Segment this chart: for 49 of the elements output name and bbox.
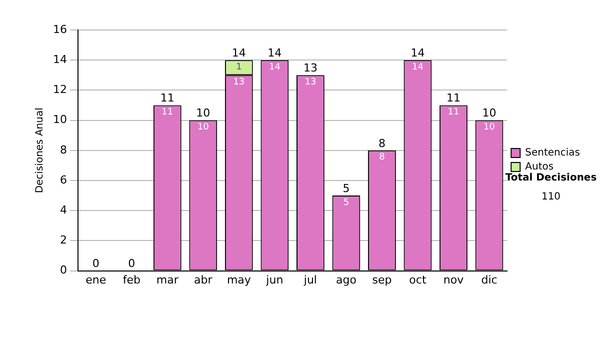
- total-label: 0: [128, 257, 136, 270]
- y-axis-title: Decisiones Anual: [34, 108, 46, 194]
- y-tick-label: 2: [60, 234, 67, 247]
- y-tick-label: 0: [60, 264, 67, 277]
- data-label: 14: [412, 62, 424, 72]
- data-label: 14: [268, 62, 281, 72]
- total-label: 8: [378, 136, 386, 150]
- total-label: 14: [410, 46, 425, 60]
- data-label: 5: [343, 198, 350, 208]
- x-tick-label: oct: [409, 273, 427, 286]
- y-tick-label: 6: [60, 173, 67, 186]
- total-label: 10: [196, 106, 210, 120]
- x-tick-label: jul: [302, 273, 317, 286]
- total-label: 0: [92, 257, 100, 270]
- total-label: 10: [482, 106, 496, 120]
- y-tick-label: 14: [52, 52, 67, 66]
- x-tick-label: abr: [194, 273, 213, 286]
- y-tick-label: 8: [60, 143, 67, 156]
- data-label: 11: [448, 108, 460, 118]
- data-label: 10: [197, 122, 210, 133]
- data-label: 1: [236, 62, 242, 72]
- legend-label: Autos: [525, 162, 554, 173]
- x-tick-label: mar: [156, 273, 179, 286]
- text: 110: [541, 192, 561, 203]
- total-label: 14: [232, 46, 246, 60]
- y-tick-label: 16: [52, 22, 67, 36]
- y-tick-label: 4: [60, 203, 67, 216]
- data-label: 11: [162, 108, 174, 118]
- x-tick-label: nov: [443, 273, 464, 286]
- total-label: 11: [160, 92, 174, 105]
- total-label: 14: [268, 46, 282, 60]
- x-tick-label: may: [226, 273, 252, 286]
- total-label: 13: [303, 62, 318, 75]
- legend-label: Sentencias: [525, 148, 580, 159]
- total-label: 11: [446, 92, 460, 105]
- data-label: 13: [233, 77, 245, 88]
- x-tick-label: ago: [336, 273, 357, 286]
- data-label: 13: [304, 77, 316, 88]
- annotation: Total Decisiones: [505, 172, 597, 184]
- total-label: 5: [342, 182, 350, 195]
- x-tick-label: feb: [122, 273, 140, 286]
- x-tick-label: ene: [86, 273, 106, 286]
- x-tick-label: dic: [481, 273, 498, 286]
- x-tick-label: jun: [265, 273, 284, 286]
- y-tick-label: 12: [52, 83, 67, 96]
- y-tick-label: 10: [52, 113, 67, 126]
- x-tick-label: sep: [372, 273, 392, 286]
- data-label: 10: [484, 122, 496, 133]
- data-label: 8: [379, 152, 386, 163]
